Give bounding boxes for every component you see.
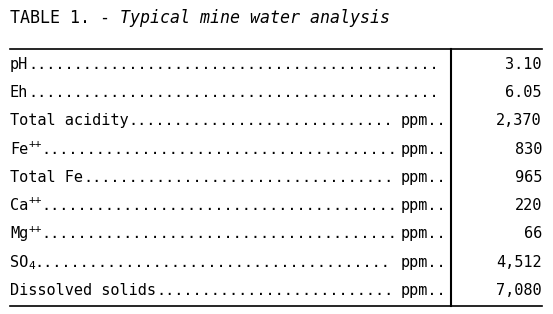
Text: 830: 830 xyxy=(514,142,542,157)
Text: 965: 965 xyxy=(514,170,542,185)
Text: 220: 220 xyxy=(514,198,542,213)
Text: TABLE 1. -: TABLE 1. - xyxy=(10,9,120,27)
Text: ppm..: ppm.. xyxy=(400,198,446,213)
Text: ..........................: .......................... xyxy=(156,283,393,298)
Text: ++: ++ xyxy=(28,139,41,149)
Text: .............................................: ........................................… xyxy=(28,85,439,100)
Text: Dissolved solids: Dissolved solids xyxy=(10,283,156,298)
Text: ppm..: ppm.. xyxy=(400,283,446,298)
Text: .............................................: ........................................… xyxy=(28,57,439,72)
Text: pH: pH xyxy=(10,57,28,72)
Text: SO: SO xyxy=(10,255,28,270)
Text: ppm..: ppm.. xyxy=(400,113,446,128)
Text: .......................................: ....................................... xyxy=(41,142,398,157)
Text: ++: ++ xyxy=(28,195,41,205)
Text: ++: ++ xyxy=(28,224,41,234)
Text: 6.05: 6.05 xyxy=(505,85,542,100)
Text: Mg: Mg xyxy=(10,226,28,241)
Text: ppm..: ppm.. xyxy=(400,226,446,241)
Text: Typical mine water analysis: Typical mine water analysis xyxy=(120,9,390,27)
Text: Fe: Fe xyxy=(10,142,28,157)
Text: ppm..: ppm.. xyxy=(400,142,446,157)
Text: Total Fe: Total Fe xyxy=(10,170,83,185)
Text: .......................................: ....................................... xyxy=(41,226,398,241)
Text: .......................................: ....................................... xyxy=(35,255,391,270)
Text: 4,512: 4,512 xyxy=(496,255,542,270)
Text: ppm..: ppm.. xyxy=(400,255,446,270)
Text: 2,370: 2,370 xyxy=(496,113,542,128)
Text: ..................................: .................................. xyxy=(83,170,393,185)
Text: .......................................: ....................................... xyxy=(41,198,398,213)
Text: 7,080: 7,080 xyxy=(496,283,542,298)
Text: 66: 66 xyxy=(524,226,542,241)
Text: 3.10: 3.10 xyxy=(505,57,542,72)
Text: .............................: ............................. xyxy=(129,113,393,128)
Text: ppm..: ppm.. xyxy=(400,170,446,185)
Text: Ca: Ca xyxy=(10,198,28,213)
Text: Eh: Eh xyxy=(10,85,28,100)
Text: 4: 4 xyxy=(28,261,35,271)
Text: Total acidity: Total acidity xyxy=(10,113,129,128)
